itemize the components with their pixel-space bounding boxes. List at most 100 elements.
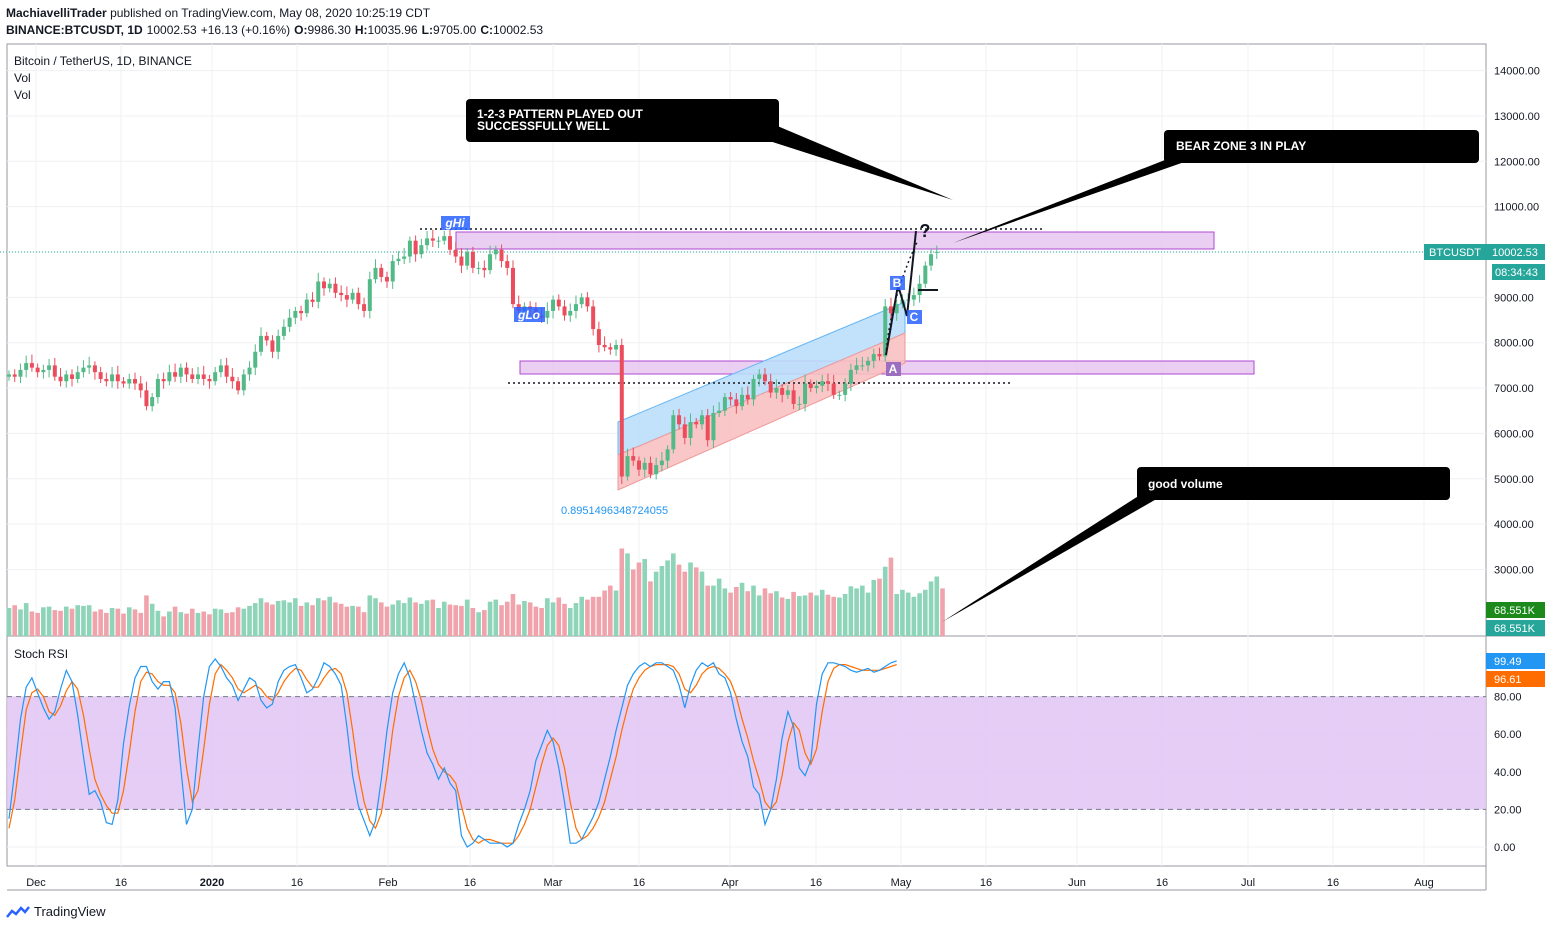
volume-bar bbox=[413, 602, 418, 636]
candle-body bbox=[41, 369, 46, 373]
volume-bar bbox=[315, 598, 321, 636]
candle-body bbox=[745, 394, 750, 400]
candle-body bbox=[299, 310, 304, 314]
candle-body bbox=[75, 372, 80, 379]
candle-body bbox=[310, 299, 315, 302]
candle-body bbox=[608, 347, 613, 350]
volume-bar bbox=[797, 596, 802, 636]
candle-body bbox=[64, 374, 69, 382]
candle-body bbox=[127, 378, 132, 384]
volume-bar bbox=[310, 605, 315, 636]
volume-bar bbox=[728, 592, 733, 636]
volume-bar bbox=[871, 580, 877, 636]
abc-dotted-line[interactable] bbox=[885, 239, 919, 356]
label-a-box[interactable] bbox=[886, 362, 901, 376]
callout2-box[interactable] bbox=[1164, 130, 1479, 163]
d-badge bbox=[1486, 671, 1545, 687]
volume-bar bbox=[808, 592, 814, 636]
pattern-drawings: A B C ? gHi gLo 0.8951496348724055 bbox=[441, 216, 938, 517]
volume-bar bbox=[338, 603, 344, 636]
volume-bar bbox=[585, 599, 590, 636]
tradingview-logo-icon[interactable] bbox=[6, 905, 30, 919]
candle-body bbox=[482, 267, 487, 271]
candle-body bbox=[866, 360, 871, 366]
volume-bar bbox=[499, 605, 504, 636]
candle-body bbox=[333, 283, 338, 293]
volume-bar bbox=[235, 607, 241, 636]
volume-bar bbox=[562, 603, 567, 636]
volume-bar bbox=[195, 612, 201, 636]
candle-body bbox=[665, 449, 670, 461]
stoch-lines bbox=[8, 658, 897, 848]
abc-pattern-line[interactable] bbox=[885, 230, 917, 356]
time-tick-label: 16 bbox=[291, 877, 303, 889]
candle-body bbox=[717, 410, 722, 413]
volume-bar bbox=[573, 603, 579, 636]
bear-zone-3[interactable] bbox=[455, 231, 1215, 250]
volume-bar bbox=[705, 585, 710, 636]
volume-bar bbox=[545, 598, 550, 636]
callout3-box[interactable] bbox=[1137, 467, 1450, 500]
price-tick-label: 13000.00 bbox=[1494, 111, 1540, 123]
candle-body bbox=[476, 267, 481, 269]
volume-bar bbox=[189, 608, 195, 636]
volume-bar bbox=[138, 612, 144, 636]
candle-body bbox=[848, 369, 853, 384]
stoch-k-line bbox=[8, 658, 897, 848]
candle-body bbox=[29, 363, 34, 368]
candle-body bbox=[447, 236, 452, 250]
volume-bar bbox=[671, 553, 676, 636]
volume-bar bbox=[625, 553, 630, 636]
ghi-box[interactable] bbox=[441, 216, 470, 230]
publisher-name[interactable]: MachiavelliTrader bbox=[6, 6, 107, 20]
candle-body bbox=[390, 261, 395, 282]
volume-bar bbox=[665, 560, 670, 636]
candle-body bbox=[247, 367, 252, 375]
volume-bar bbox=[287, 602, 292, 636]
candle-body bbox=[207, 378, 212, 382]
volume-bar bbox=[126, 607, 132, 636]
volume-bar bbox=[230, 612, 235, 636]
candle-body bbox=[92, 365, 97, 373]
volume-bar bbox=[258, 598, 264, 636]
volume-bar bbox=[115, 608, 121, 636]
label-c-box[interactable] bbox=[907, 310, 922, 324]
callout1-box[interactable] bbox=[466, 99, 779, 142]
candle-body bbox=[791, 390, 796, 404]
callout2-pointer bbox=[953, 158, 1190, 243]
label-b-box[interactable] bbox=[890, 276, 905, 290]
callout3-pointer bbox=[942, 495, 1160, 622]
volume-bar bbox=[716, 578, 722, 636]
candle-body bbox=[155, 378, 160, 398]
glo-box[interactable] bbox=[514, 307, 545, 322]
volume-bar bbox=[172, 606, 178, 636]
candle-body bbox=[734, 399, 739, 407]
volume-bar bbox=[378, 602, 384, 636]
footer-brand[interactable]: TradingView bbox=[34, 904, 106, 919]
time-tick-label: 16 bbox=[1327, 877, 1339, 889]
candle-body bbox=[631, 456, 636, 461]
volume-bar bbox=[785, 598, 791, 636]
time-tick-label: 16 bbox=[810, 877, 822, 889]
volume-bar bbox=[264, 602, 270, 636]
volume-bar bbox=[470, 608, 476, 636]
candle-body bbox=[568, 310, 573, 316]
volume-bar bbox=[734, 587, 739, 636]
volume-bar bbox=[602, 590, 607, 636]
volume-bar bbox=[739, 582, 745, 636]
channel-lower[interactable] bbox=[617, 332, 906, 491]
callout1-line2: SUCCESSFULLY WELL bbox=[477, 119, 610, 133]
candle-body bbox=[677, 415, 682, 425]
candle-body bbox=[87, 365, 92, 368]
candle-body bbox=[173, 372, 178, 377]
candle-body bbox=[161, 378, 166, 382]
fib-label: 0.8951496348724055 bbox=[561, 505, 668, 517]
time-tick-label: Jun bbox=[1068, 877, 1086, 889]
stoch-tick-label: 20.00 bbox=[1494, 804, 1522, 816]
volume-bar bbox=[92, 611, 98, 636]
candle-body bbox=[287, 317, 292, 327]
volume-bar bbox=[504, 601, 510, 636]
volume-bar bbox=[791, 591, 796, 636]
candle-body bbox=[757, 374, 762, 379]
